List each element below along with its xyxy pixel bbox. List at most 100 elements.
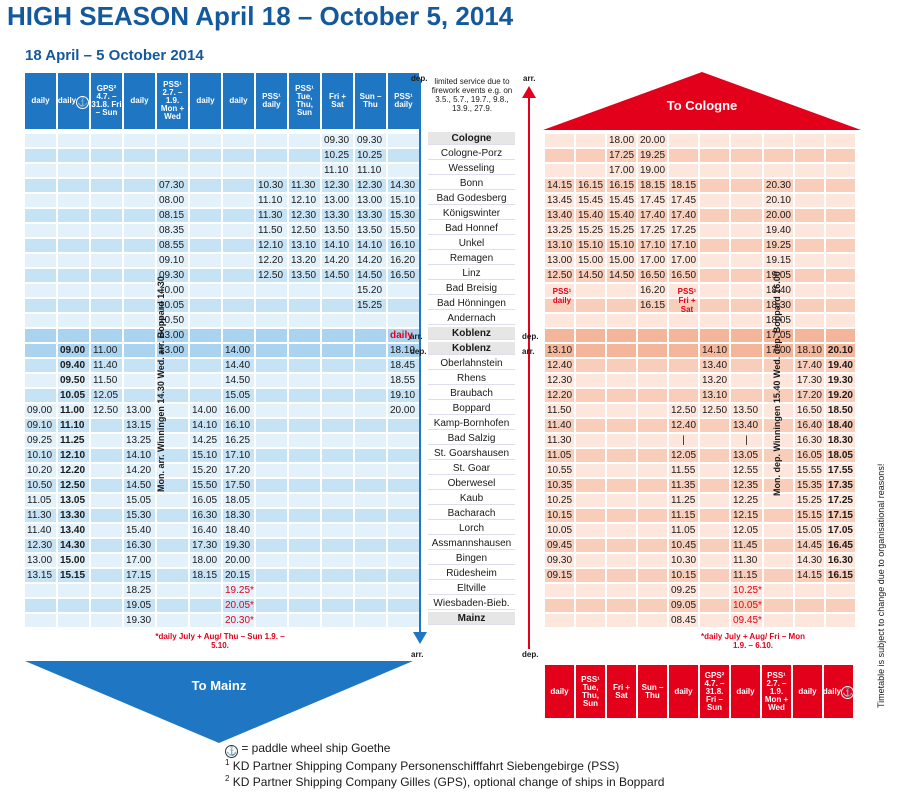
time-cell: 09.30 bbox=[157, 269, 188, 282]
time-cell bbox=[25, 314, 56, 327]
time-cell: 16.30 bbox=[190, 509, 221, 522]
table-row: 08.15 11.30 12.30 13.30 13.30 15.30 bbox=[25, 209, 419, 222]
time-cell: 13.40 bbox=[58, 524, 89, 537]
table-row: 13.00 15.00 15.00 17.00 17.00 19.15 bbox=[545, 254, 855, 267]
time-cell: 20.30* bbox=[223, 614, 254, 627]
table-row: 16.20 18.40 bbox=[545, 284, 855, 297]
time-cell bbox=[355, 404, 386, 417]
time-cell bbox=[124, 359, 155, 372]
time-cell bbox=[25, 269, 56, 282]
time-cell bbox=[731, 209, 762, 222]
time-cell bbox=[638, 569, 667, 582]
time-cell bbox=[700, 494, 729, 507]
time-cell: 14.20 bbox=[124, 464, 155, 477]
time-cell bbox=[607, 359, 636, 372]
time-cell bbox=[91, 539, 122, 552]
time-cell: 11.30 bbox=[545, 434, 574, 447]
time-cell: 12.35 bbox=[731, 479, 762, 492]
table-row: 09.10 11.10 13.15 14.10 16.10 bbox=[25, 419, 419, 432]
time-cell bbox=[638, 494, 667, 507]
time-cell bbox=[825, 599, 855, 612]
time-cell: 08.35 bbox=[157, 224, 188, 237]
time-cell: 12.20 bbox=[256, 254, 287, 267]
time-cell bbox=[388, 614, 419, 627]
time-cell: 14.20 bbox=[355, 254, 386, 267]
time-cell bbox=[289, 554, 320, 567]
table-row: 09.00 11.00 12.50 13.00 14.00 16.00 20.00 bbox=[25, 404, 419, 417]
time-cell: 10.30 bbox=[669, 554, 698, 567]
time-cell: 18.55 bbox=[388, 374, 419, 387]
left-header-4: PSS¹ 2.7. – 1.9. Mon + Wed bbox=[157, 73, 188, 129]
left-header-label: daily bbox=[130, 96, 149, 105]
time-cell bbox=[289, 539, 320, 552]
station-koblenz: Koblenz bbox=[428, 327, 515, 340]
time-cell: 12.50 bbox=[700, 404, 729, 417]
time-cell: 19.30 bbox=[124, 614, 155, 627]
time-cell: 11.10 bbox=[256, 194, 287, 207]
time-cell: 09.30 bbox=[545, 554, 574, 567]
time-cell bbox=[607, 464, 636, 477]
time-cell bbox=[322, 584, 353, 597]
left-header-label: daily bbox=[196, 96, 215, 105]
time-cell: 08.45 bbox=[669, 614, 698, 627]
time-cell: 18.00 bbox=[607, 134, 636, 147]
time-cell bbox=[700, 269, 729, 282]
time-cell: 13.00 bbox=[545, 254, 574, 267]
time-cell: 08.00 bbox=[157, 194, 188, 207]
time-cell: 15.25 bbox=[794, 494, 824, 507]
table-row: 12.30 13.20 17.30 19.30 bbox=[545, 374, 855, 387]
time-cell bbox=[763, 389, 793, 402]
left-header-label: PSS¹ daily bbox=[394, 92, 413, 109]
time-cell: 09.25 bbox=[669, 584, 698, 597]
time-cell: 17.50 bbox=[223, 479, 254, 492]
time-cell bbox=[289, 314, 320, 327]
time-cell: 17.35 bbox=[825, 479, 855, 492]
time-cell bbox=[388, 134, 419, 147]
time-cell bbox=[289, 404, 320, 417]
time-cell bbox=[289, 389, 320, 402]
time-cell: 11.05 bbox=[669, 524, 698, 537]
time-cell bbox=[256, 569, 287, 582]
time-cell bbox=[190, 164, 221, 177]
time-cell: 18.25 bbox=[124, 584, 155, 597]
time-cell bbox=[576, 329, 605, 342]
time-cell: 16.15 bbox=[825, 569, 855, 582]
time-cell bbox=[124, 179, 155, 192]
time-cell: 16.40 bbox=[190, 524, 221, 537]
time-cell: 14.50 bbox=[355, 269, 386, 282]
time-cell bbox=[794, 599, 824, 612]
station-cologne-porz: Cologne-Porz bbox=[428, 147, 515, 160]
time-cell bbox=[256, 479, 287, 492]
time-cell bbox=[545, 284, 574, 297]
time-cell bbox=[607, 599, 636, 612]
time-cell: 17.05 bbox=[825, 524, 855, 537]
time-cell bbox=[124, 149, 155, 162]
right-header-9: daily ⚓ bbox=[823, 665, 855, 718]
time-cell: 10.45 bbox=[669, 539, 698, 552]
time-cell: 12.10 bbox=[256, 239, 287, 252]
dep-marker-top: dep. bbox=[411, 74, 427, 83]
time-cell bbox=[289, 284, 320, 297]
time-cell bbox=[190, 614, 221, 627]
left-header-9: Fri + Sat bbox=[322, 73, 353, 129]
time-cell: 20.10 bbox=[825, 344, 855, 357]
table-row: 08.35 11.50 12.50 13.50 13.50 15.50 bbox=[25, 224, 419, 237]
time-cell: 16.10 bbox=[388, 239, 419, 252]
to-mainz-banner bbox=[25, 661, 413, 743]
station-bonn: Bonn bbox=[428, 177, 515, 190]
time-cell bbox=[607, 284, 636, 297]
time-cell bbox=[289, 329, 320, 342]
time-cell bbox=[607, 374, 636, 387]
time-cell bbox=[576, 494, 605, 507]
time-cell: 13.40 bbox=[731, 419, 762, 432]
time-cell bbox=[576, 344, 605, 357]
time-cell: 12.30 bbox=[355, 179, 386, 192]
downstream-arrow-line bbox=[419, 79, 421, 639]
time-cell bbox=[700, 614, 729, 627]
time-cell bbox=[355, 449, 386, 462]
station-bad-breisig: Bad Breisig bbox=[428, 282, 515, 295]
time-cell: 15.25 bbox=[576, 224, 605, 237]
time-cell bbox=[388, 299, 419, 312]
time-cell bbox=[91, 434, 122, 447]
time-cell bbox=[322, 374, 353, 387]
